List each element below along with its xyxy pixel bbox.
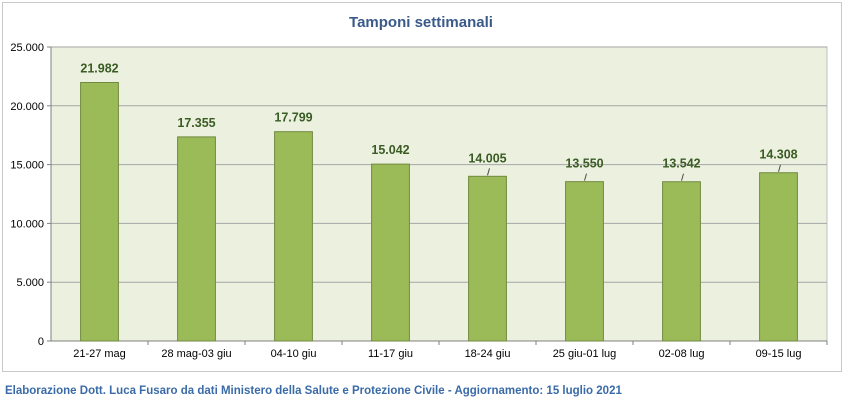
data-label: 15.042 [371, 143, 409, 157]
data-label-leader [778, 164, 781, 172]
x-tick-label: 09-15 lug [756, 348, 802, 360]
plot-background [50, 46, 828, 342]
x-tick-label: 02-08 lug [659, 348, 705, 360]
bar [565, 181, 604, 342]
bar [274, 131, 313, 342]
chart-title: Tamponi settimanali [349, 14, 493, 31]
x-tick-label: 21-27 mag [73, 348, 126, 360]
data-label: 17.355 [177, 116, 215, 130]
y-tick-label: 20.000 [10, 101, 44, 113]
y-tick-label: 10.000 [10, 218, 44, 230]
bar [371, 163, 410, 342]
data-label: 21.982 [80, 61, 118, 75]
x-tick-label: 28 mag-03 giu [161, 348, 231, 360]
data-label: 13.542 [662, 157, 700, 171]
bar-chart: Tamponi settimanali 0 5.000 10.000 15.000 20… [10, 14, 828, 360]
y-tick-label: 0 [38, 336, 44, 348]
y-tick-label: 15.000 [10, 160, 44, 172]
x-tick-label: 11-17 giu [368, 348, 413, 360]
x-tick-label: 25 giu-01 lug [553, 348, 617, 360]
bar [759, 172, 798, 342]
bar [177, 136, 216, 342]
bar [80, 81, 119, 342]
data-label-leader [584, 173, 587, 181]
y-tick-label: 25.000 [10, 42, 44, 54]
y-tick-label: 5.000 [16, 277, 44, 289]
data-label: 13.550 [565, 157, 603, 171]
data-label-leader [681, 173, 684, 181]
data-label-leader [487, 168, 490, 176]
data-label: 17.799 [274, 111, 312, 125]
chart-frame: Tamponi settimanali 0 5.000 10.000 15.000 20… [2, 2, 842, 372]
bar [468, 175, 507, 342]
bar [662, 181, 701, 342]
x-tick-label: 04-10 giu [271, 348, 317, 360]
data-label: 14.005 [468, 151, 506, 165]
plot-area: 0 5.000 10.000 15.000 20.000 25.000 21.982 21-2… [10, 42, 828, 360]
source-footer: Elaborazione Dott. Luca Fusaro da dati M… [5, 385, 622, 397]
data-label: 14.308 [759, 148, 797, 162]
x-tick-label: 18-24 giu [465, 348, 511, 360]
